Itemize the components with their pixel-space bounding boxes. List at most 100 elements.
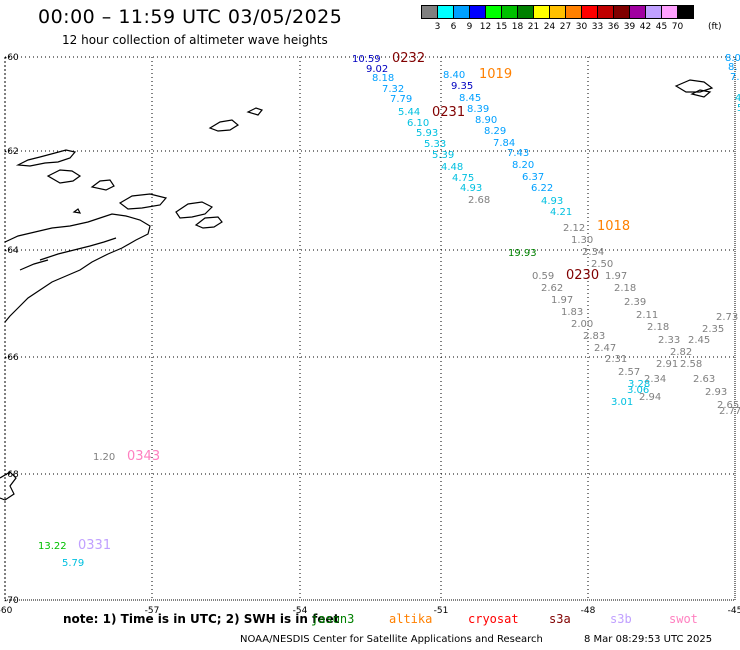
wave-height-reading: 2.82 — [670, 347, 692, 358]
wave-height-reading: 2.39 — [624, 297, 646, 308]
wave-height-reading: 7. — [730, 72, 740, 83]
wave-height-reading: 5.93 — [416, 128, 438, 139]
legend-tick-label: 42 — [639, 22, 652, 32]
wave-height-reading: 9.35 — [451, 81, 473, 92]
wave-height-reading: 19.93 — [508, 248, 537, 259]
wave-height-reading: 8.29 — [484, 126, 506, 137]
latitude-label: -62 — [4, 147, 19, 157]
wave-height-reading: 2.58 — [680, 359, 702, 370]
legend-tick-label: 15 — [495, 22, 508, 32]
legend-tick-label: 30 — [575, 22, 588, 32]
wave-height-reading: 6.37 — [522, 172, 544, 183]
wave-height-reading: 2.35 — [702, 324, 724, 335]
longitude-label: -54 — [293, 606, 308, 616]
legend-tick-label: 36 — [607, 22, 620, 32]
wave-height-reading: 5.79 — [62, 558, 84, 569]
legend-swatch — [677, 5, 694, 19]
latitude-label: -70 — [4, 596, 19, 606]
wave-height-reading: 4.93 — [541, 196, 563, 207]
wave-height-reading: 2.77 — [719, 406, 740, 417]
wave-height-reading: 10.59 — [352, 54, 381, 65]
coastline-island-5 — [175, 201, 214, 219]
latitude-label: -66 — [4, 353, 19, 363]
footer-timestamp: 8 Mar 08:29:53 UTC 2025 — [584, 634, 713, 645]
wave-height-reading: 3.28 — [628, 379, 650, 390]
wave-height-reading: 2.34 — [644, 374, 666, 385]
pass-time-label: 1018 — [597, 219, 630, 234]
coastline-island-12 — [690, 89, 712, 98]
pass-time-label: 0331 — [78, 538, 111, 553]
wave-height-reading: 2.18 — [614, 283, 636, 294]
longitude-label: -48 — [581, 606, 596, 616]
legend-tick-label: 6 — [450, 22, 457, 32]
coastline-peninsula — [4, 213, 151, 323]
wave-height-reading: 8.20 — [512, 160, 534, 171]
wave-height-reading: 4.75 — [452, 173, 474, 184]
mission-label-cryosat: cryosat — [468, 612, 519, 626]
mission-label-jason3: jason3 — [311, 612, 355, 626]
wave-height-reading: 2.94 — [639, 392, 661, 403]
wave-height-reading: 8.40 — [443, 70, 465, 81]
coastline-island-6 — [194, 216, 223, 229]
graticule — [4, 56, 736, 601]
mission-label-s3a: s3a — [549, 612, 571, 626]
wave-height-reading: 4.48 — [441, 162, 463, 173]
wave-height-reading: 2.93 — [705, 387, 727, 398]
pass-time-label: 0230 — [566, 268, 599, 283]
wave-height-reading: 2.00 — [571, 319, 593, 330]
coastline-island-9 — [72, 208, 82, 214]
wave-height-reading: 8.0 — [725, 53, 740, 64]
coastline — [0, 79, 714, 501]
coastline-island-1 — [15, 149, 77, 167]
wave-height-reading: 8.90 — [475, 115, 497, 126]
wave-height-reading: 2.18 — [647, 322, 669, 333]
wave-height-reading: 3.01 — [611, 397, 633, 408]
longitude-label: -60 — [0, 606, 13, 616]
wave-height-reading: 5.44 — [398, 107, 420, 118]
legend-tick-label: 39 — [623, 22, 636, 32]
wave-height-reading: 2.91 — [656, 359, 678, 370]
legend-unit: (ft) — [708, 22, 722, 32]
map-frame — [4, 56, 736, 601]
coastline-island-7 — [208, 119, 240, 132]
wave-height-reading: 2.31 — [605, 354, 627, 365]
legend-tick-label: 18 — [511, 22, 524, 32]
mission-label-swot: swot — [669, 612, 698, 626]
longitude-label: -51 — [434, 606, 449, 616]
wave-height-reading: 7.32 — [382, 84, 404, 95]
latitude-label: -68 — [4, 470, 19, 480]
pass-time-label: 0232 — [392, 51, 425, 66]
coastline-island-2 — [46, 169, 82, 184]
coastline-island-11 — [674, 79, 714, 93]
wave-height-reading: 2.12 — [563, 223, 585, 234]
wave-height-reading: 8.45 — [459, 93, 481, 104]
coastline-island-10 — [0, 471, 17, 501]
wave-height-reading: 2.65 — [717, 400, 739, 411]
legend-tick-label: 3 — [434, 22, 441, 32]
wave-height-reading: 1.30 — [571, 235, 593, 246]
legend-tick-label: 12 — [479, 22, 492, 32]
map-subtitle: 12 hour collection of altimeter wave hei… — [62, 33, 328, 47]
wave-height-reading: 6.10 — [407, 118, 429, 129]
coastline-island-3 — [90, 179, 115, 191]
wave-height-reading: 8.39 — [467, 104, 489, 115]
wave-height-reading: 2.11 — [636, 310, 658, 321]
wave-height-reading: 2.57 — [618, 367, 640, 378]
mission-label-s3b: s3b — [610, 612, 632, 626]
wave-height-reading: 2.73 — [716, 312, 738, 323]
wave-height-reading: 6.22 — [531, 183, 553, 194]
latitude-label: -64 — [4, 246, 19, 256]
wave-height-reading: 2.83 — [583, 331, 605, 342]
pass-time-label: 1019 — [479, 67, 512, 82]
legend-tick-label: 33 — [591, 22, 604, 32]
wave-height-reading: 5.39 — [432, 150, 454, 161]
footer-note: note: 1) Time is in UTC; 2) SWH is in fe… — [63, 612, 340, 626]
legend-color-bar — [421, 5, 694, 19]
longitude-label: -57 — [145, 606, 160, 616]
wave-height-reading: 4.21 — [550, 207, 572, 218]
wave-height-reading: 0.59 — [532, 271, 554, 282]
legend-tick-label: 70 — [671, 22, 684, 32]
longitude-label: -45 — [728, 606, 740, 616]
